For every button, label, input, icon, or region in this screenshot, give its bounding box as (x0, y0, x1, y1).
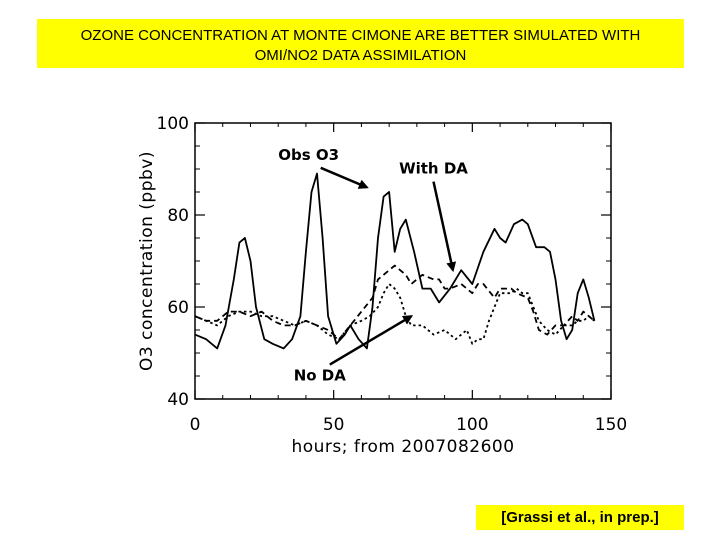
title-banner: OZONE CONCENTRATION AT MONTE CIMONE ARE … (37, 19, 684, 68)
y-tick-label: 80 (167, 206, 189, 226)
series-line-obs-o3 (194, 172, 596, 350)
x-tick-label: 0 (190, 415, 201, 435)
series-line-with-da (194, 264, 595, 341)
x-tick-label: 50 (323, 415, 345, 435)
annotation-with-da-label: With DA (399, 160, 468, 178)
annotation-no-da-arrow (329, 315, 414, 366)
title-line-2: OMI/NO2 DATA ASSIMILATION (254, 47, 467, 64)
annotation-no-da-label: No DA (294, 367, 347, 385)
x-tick-label: 100 (456, 415, 488, 435)
y-tick-label: 100 (157, 114, 189, 134)
y-tick-label: 40 (167, 390, 189, 410)
x-axis-label: hours; from 2007082600 (291, 437, 514, 457)
annotation-obs-o3-arrow (320, 166, 369, 189)
title-line-1: OZONE CONCENTRATION AT MONTE CIMONE ARE … (80, 27, 641, 44)
y-tick-label: 60 (167, 298, 189, 318)
y-axis-label: O3 concentration (ppbv) (137, 151, 157, 371)
annotation-with-da-arrow (432, 181, 457, 273)
x-tick-label: 150 (595, 415, 627, 435)
annotation-obs-o3-label: Obs O3 (278, 146, 339, 164)
citation: [Grassi et al., in prep.] (476, 505, 684, 530)
